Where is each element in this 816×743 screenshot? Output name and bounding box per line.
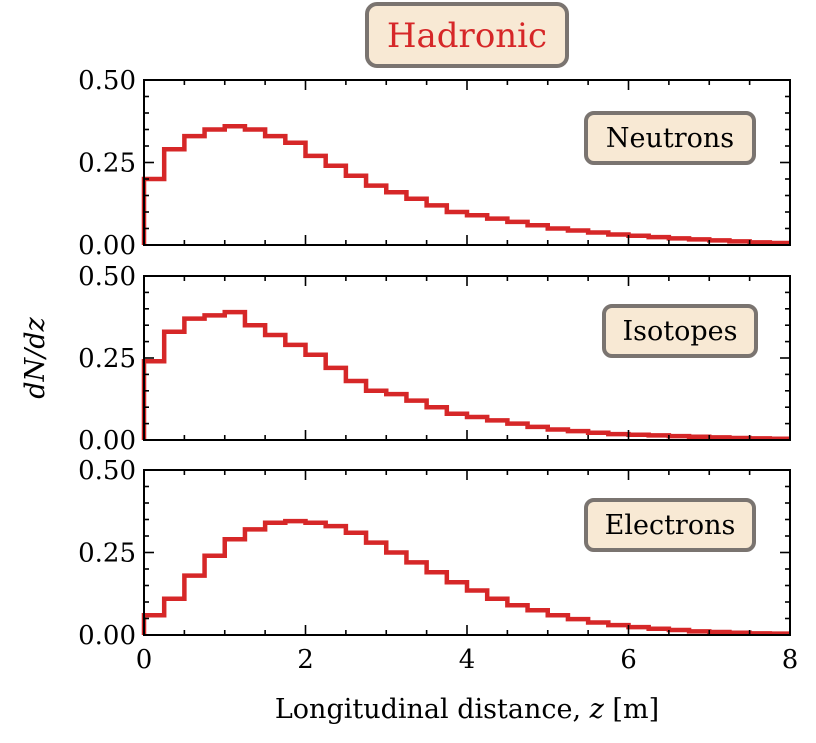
histogram-step-line xyxy=(141,518,790,636)
chart-title: Hadronic xyxy=(365,2,569,68)
y-tick-label: 0.25 xyxy=(78,539,136,569)
histogram-step-line xyxy=(141,309,790,441)
y-tick-label: 0.50 xyxy=(78,66,136,96)
x-axis-title: Longitudinal distance, z [m] xyxy=(275,694,659,725)
x-tick-label: 8 xyxy=(782,645,799,675)
y-tick-label: 0.25 xyxy=(78,344,136,374)
x-tick-label: 0 xyxy=(136,645,153,675)
panel-label: Electrons xyxy=(605,510,736,541)
panel-label: Isotopes xyxy=(622,316,737,347)
y-tick-label: 0.00 xyxy=(78,621,136,651)
histogram-step-line xyxy=(141,123,790,246)
x-tick-label: 6 xyxy=(620,645,637,675)
x-tick-label: 2 xyxy=(297,645,314,675)
panel-electrons: 0.00 0.25 0.50 0 2 4 6 8 Electrons xyxy=(78,456,798,675)
y-tick-label: 0.00 xyxy=(78,426,136,456)
y-tick-label: 0.50 xyxy=(78,262,136,292)
label-box xyxy=(602,304,758,358)
y-axis-title: dN/dz xyxy=(20,316,51,398)
y-tick-label: 0.50 xyxy=(78,456,136,486)
label-box xyxy=(584,111,756,165)
title-box xyxy=(365,2,569,68)
x-tick-label: 4 xyxy=(459,645,476,675)
panel-neutrons: 0.00 0.25 0.50 Neutrons xyxy=(78,66,791,261)
y-tick-label: 0.25 xyxy=(78,149,136,179)
panel-label: Neutrons xyxy=(606,123,734,154)
label-box xyxy=(584,498,756,552)
axes-frame xyxy=(143,469,791,636)
title-text: Hadronic xyxy=(387,16,547,56)
panel-isotopes: 0.00 0.25 0.50 Isotopes xyxy=(78,262,791,456)
y-tick-label: 0.00 xyxy=(78,231,136,261)
